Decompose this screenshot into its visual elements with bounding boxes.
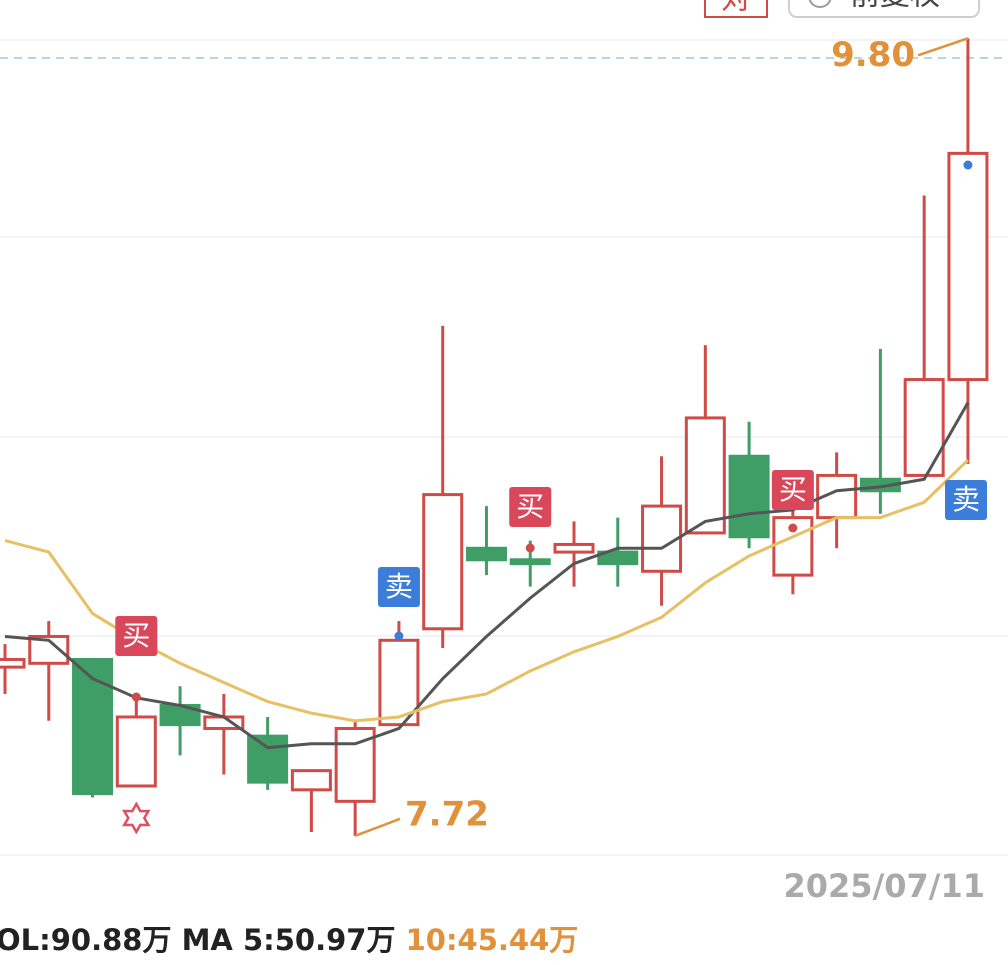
- high-label: 9.80: [831, 35, 915, 75]
- signal-badge: [377, 567, 420, 607]
- signal-label: 卖: [385, 570, 413, 603]
- signal-dot: [525, 543, 535, 553]
- candle-body: [378, 638, 420, 727]
- signal-dot: [394, 631, 404, 641]
- signal-dot: [788, 523, 798, 533]
- signal-label: 卖: [952, 483, 980, 516]
- candle-body: [247, 734, 289, 784]
- button[interactable]: [704, 0, 768, 18]
- volume-ma: MA 5:50.97万: [182, 923, 396, 957]
- button-label: 对: [721, 0, 751, 17]
- signal-badge: [771, 470, 814, 510]
- signal-badge: [509, 487, 552, 527]
- button-label: 前复权: [850, 0, 940, 13]
- low-label: 7.72: [405, 794, 489, 834]
- signal-dot: [131, 692, 141, 702]
- signal-label: 买: [779, 473, 807, 506]
- grid: [0, 39, 1008, 856]
- signal-dot: [963, 160, 973, 170]
- candle-body: [684, 416, 726, 535]
- candle-body: [290, 769, 332, 792]
- signal-badge: [945, 480, 987, 520]
- candle-body: [72, 657, 114, 796]
- volume-text: OL:90.88万 MA 5:50.97万 10:45.44万: [0, 923, 578, 957]
- button[interactable]: [788, 0, 980, 18]
- candle-body: [465, 546, 507, 562]
- candle-body: [115, 715, 157, 788]
- candle-body: [509, 558, 551, 566]
- icon: [808, 0, 832, 8]
- candle-body: [0, 657, 26, 669]
- candle-body: [903, 378, 945, 477]
- star-icon: [122, 801, 151, 835]
- candle-body: [947, 151, 989, 382]
- candle-body: [728, 454, 770, 539]
- candle-body: [641, 504, 683, 573]
- candle-body: [422, 493, 464, 631]
- low-leader: [354, 817, 401, 837]
- date-label: 2025/07/11: [784, 867, 986, 905]
- signal-label: 买: [516, 490, 544, 523]
- high-leader: [917, 37, 969, 57]
- ma-line: [4, 459, 969, 723]
- candle-body: [553, 542, 595, 554]
- signal-label: 买: [122, 619, 150, 652]
- signal-badge: [115, 616, 158, 656]
- volume: OL:90.88万: [0, 923, 171, 957]
- candle-body: [597, 550, 639, 566]
- volume-ma: 10:45.44万: [406, 923, 579, 957]
